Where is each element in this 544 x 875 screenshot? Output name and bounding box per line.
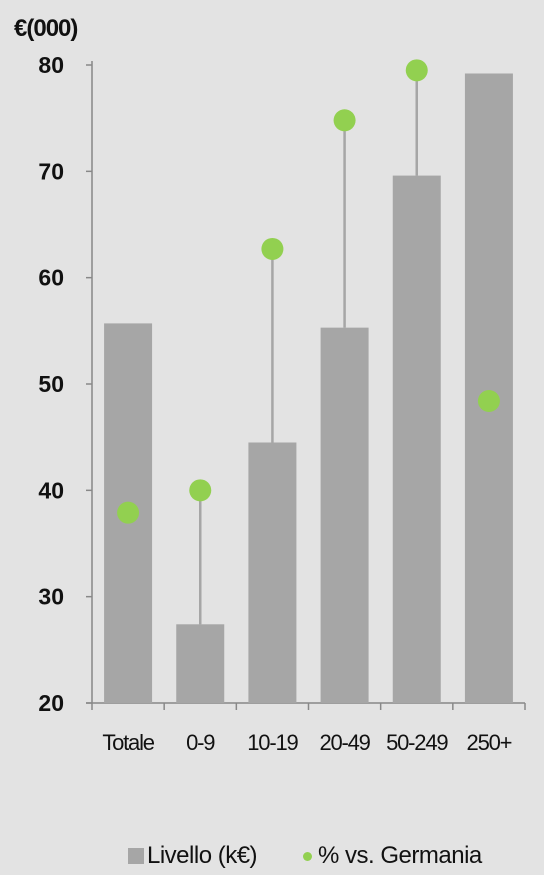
y-axis-label: €(000) — [14, 15, 77, 42]
x-tick-label-Totale: Totale — [102, 730, 154, 755]
legend-swatch-dot — [303, 851, 313, 861]
bar-50-249 — [392, 175, 441, 703]
dot-10-19 — [261, 237, 284, 260]
bar-250+ — [464, 73, 513, 704]
legend-swatch-bar — [128, 848, 144, 864]
y-tick-label-60: 60 — [38, 265, 64, 291]
bar-10-19 — [248, 442, 297, 703]
legend: Livello (k€) % vs. Germania — [128, 842, 482, 870]
dot-20-49 — [333, 109, 356, 132]
bar-0-9 — [176, 624, 225, 703]
dot-0-9 — [189, 479, 212, 502]
y-tick-label-30: 30 — [38, 584, 64, 610]
x-tick-label-10-19: 10-19 — [247, 730, 298, 755]
legend-item-germania: % vs. Germania — [257, 842, 482, 870]
x-tick-label-250+: 250+ — [467, 730, 512, 755]
x-tick-label-50-249: 50-249 — [386, 730, 448, 755]
y-tick-label-50: 50 — [38, 371, 64, 397]
y-tick-label-70: 70 — [38, 158, 64, 184]
legend-label-germania: % vs. Germania — [318, 842, 482, 869]
dot-50-249 — [405, 59, 428, 82]
x-tick-label-0-9: 0-9 — [186, 730, 215, 755]
legend-item-livello: Livello (k€) — [128, 842, 258, 870]
dot-Totale — [117, 501, 140, 524]
y-tick-label-80: 80 — [38, 52, 64, 78]
bar-20-49 — [320, 327, 369, 703]
y-tick-label-40: 40 — [38, 477, 64, 503]
dot-250+ — [477, 390, 500, 413]
legend-label-livello: Livello (k€) — [147, 842, 258, 869]
y-tick-label-20: 20 — [38, 690, 64, 716]
x-tick-label-20-49: 20-49 — [319, 730, 370, 755]
